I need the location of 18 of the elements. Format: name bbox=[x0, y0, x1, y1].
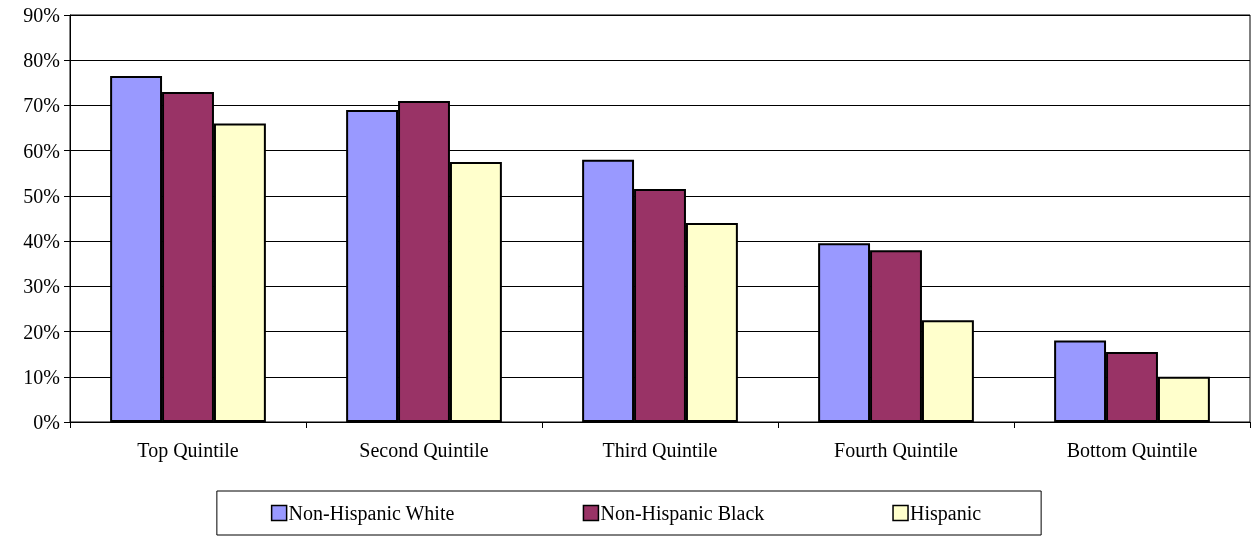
x-tick-label: Fourth Quintile bbox=[834, 439, 959, 461]
x-tick-label: Second Quintile bbox=[359, 439, 489, 461]
legend-label: Non-Hispanic Black bbox=[600, 502, 765, 525]
y-tick-label: 20% bbox=[23, 320, 60, 343]
y-tick-label: 60% bbox=[23, 139, 60, 162]
x-tick-label: Top Quintile bbox=[137, 439, 239, 462]
y-tick-label: 50% bbox=[23, 184, 60, 207]
x-tick-label: Bottom Quintile bbox=[1066, 439, 1198, 461]
legend-label: Hispanic bbox=[910, 502, 982, 525]
legend-label: Non-Hispanic White bbox=[288, 502, 455, 525]
y-tick-label: 70% bbox=[23, 94, 60, 117]
y-tick-label: 90% bbox=[23, 4, 60, 26]
x-tick-label: Third Quintile bbox=[602, 439, 718, 461]
y-tick-label: 40% bbox=[23, 230, 60, 253]
y-tick-label: 30% bbox=[23, 275, 60, 298]
y-tick-label: 0% bbox=[33, 411, 60, 433]
y-tick-label: 80% bbox=[23, 49, 60, 72]
y-tick-label: 10% bbox=[23, 365, 60, 388]
